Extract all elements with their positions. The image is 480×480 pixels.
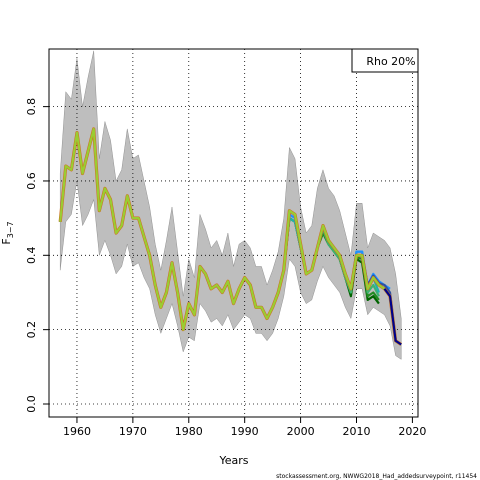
x-tick-label-2010: 2010 (343, 425, 371, 438)
y-tick-label-1: 0.2 (25, 321, 38, 339)
confidence-band-area (59, 50, 402, 360)
y-tick-label-0: 0.0 (25, 395, 38, 413)
y-axis-title: F3−7 (0, 221, 15, 244)
legend-box: Rho 20% (351, 48, 419, 73)
x-tick-label-1990: 1990 (231, 425, 259, 438)
series-line-main-tail (383, 288, 402, 346)
legend-text: Rho 20% (366, 55, 415, 68)
y-tick-label-3: 0.6 (25, 172, 38, 190)
legend-frame (351, 48, 419, 73)
confidence-band (59, 50, 402, 360)
x-tick-label-1960: 1960 (63, 425, 91, 438)
x-tick-label-2020: 2020 (398, 425, 426, 438)
y-tick-label-4: 0.8 (25, 98, 38, 116)
x-tick-label-2000: 2000 (287, 425, 315, 438)
x-tick-label-1980: 1980 (175, 425, 203, 438)
y-axis-title-subscript: 3−7 (6, 221, 15, 238)
grid-lines (49, 49, 418, 417)
series-lines (58, 127, 403, 346)
footer-credit: stockassessment.org, NWWG2018_Had_addeds… (276, 473, 477, 480)
svg-text:F3−7: F3−7 (0, 221, 15, 244)
axes: 1960 1970 1980 1990 2000 2010 2020 0.0 0.2 0.4 0.6… (25, 98, 426, 438)
series-line-main (59, 127, 402, 346)
x-tick-label-1970: 1970 (119, 425, 147, 438)
x-axis-title: Years (218, 454, 248, 467)
y-axis-title-main: F (0, 238, 13, 244)
y-tick-label-2: 0.4 (25, 247, 38, 265)
